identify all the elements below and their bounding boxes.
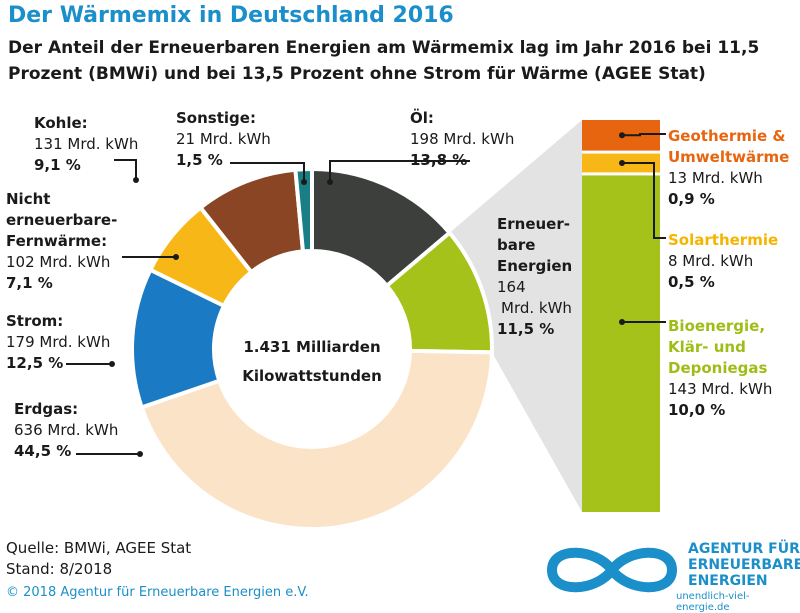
label-ee: Erneuer- bare Energien 164 Mrd. kWh 11,5… bbox=[497, 214, 572, 340]
label-strom: Strom: 179 Mrd. kWh 12,5 % bbox=[6, 311, 110, 374]
leader-kohle bbox=[114, 159, 137, 180]
label-erdgas-pct: 44,5 % bbox=[14, 442, 72, 460]
date-note: Stand: 8/2018 bbox=[6, 560, 113, 578]
leader-strom-dot bbox=[109, 361, 115, 367]
zoom-wedge bbox=[449, 120, 582, 512]
label-oel-pct: 13,8 % bbox=[410, 151, 468, 169]
label-solar-name: Solarthermie bbox=[668, 231, 779, 249]
infinity-logo-icon bbox=[546, 547, 678, 593]
label-bio: Bioenergie, Klär- und Deponiegas 143 Mrd… bbox=[668, 316, 772, 421]
leader-solar-dot bbox=[619, 160, 625, 167]
label-bio-value: 143 Mrd. kWh bbox=[668, 380, 773, 398]
copyright: © 2018 Agentur für Erneuerbare Energien … bbox=[6, 585, 309, 600]
logo-line-1: AGENTUR FÜR bbox=[688, 541, 800, 557]
leader-oel-dot bbox=[327, 179, 333, 185]
leader-sonstige-dot bbox=[301, 179, 307, 185]
center-label-1: 1.431 Milliarden bbox=[243, 338, 380, 356]
label-sonstige-value: 21 Mrd. kWh bbox=[176, 130, 271, 148]
label-fernwaerme-name2: erneuerbare- bbox=[6, 211, 118, 229]
slice-sonstige bbox=[293, 167, 314, 254]
source-note: Quelle: BMWi, AGEE Stat bbox=[6, 539, 192, 557]
leader-geo bbox=[622, 133, 666, 137]
leader-fernwaerme-dot bbox=[173, 254, 179, 260]
chart-title: Der Wärmemix in Deutschland 2016 bbox=[8, 3, 454, 28]
label-sonstige: Sonstige: 21 Mrd. kWh 1,5 % bbox=[176, 108, 271, 171]
label-geo-name2: Umweltwärme bbox=[668, 148, 790, 166]
logo-text: AGENTUR FÜR ERNEUERBARE ENERGIEN bbox=[688, 541, 800, 589]
label-solar-pct: 0,5 % bbox=[668, 273, 715, 291]
leader-bio-dot bbox=[619, 319, 625, 325]
label-geo-value: 13 Mrd. kWh bbox=[668, 169, 763, 187]
label-strom-pct: 12,5 % bbox=[6, 354, 64, 372]
label-erdgas-name: Erdgas: bbox=[14, 400, 79, 418]
logo-url: unendlich-viel-energie.de bbox=[676, 591, 750, 613]
label-oel-value: 198 Mrd. kWh bbox=[410, 130, 515, 148]
label-ee-name1: Erneuer- bbox=[497, 215, 570, 233]
label-kohle-pct: 9,1 % bbox=[34, 156, 81, 174]
chart-subtitle: Der Anteil der Erneuerbaren Energien am … bbox=[8, 38, 760, 84]
label-erdgas-value: 636 Mrd. kWh bbox=[14, 421, 119, 439]
center-label-2: Kilowattstunden bbox=[242, 367, 382, 385]
leader-lines bbox=[66, 132, 666, 457]
label-fernwaerme-value: 102 Mrd. kWh bbox=[6, 253, 111, 271]
label-fernwaerme-name3: Fernwärme: bbox=[6, 232, 108, 250]
leader-sonstige bbox=[230, 162, 305, 182]
label-bio-name1: Bioenergie, bbox=[668, 317, 766, 335]
label-ee-value1: 164 bbox=[497, 278, 526, 296]
label-geo: Geothermie & Umweltwärme 13 Mrd. kWh 0,9… bbox=[668, 126, 789, 210]
label-bio-pct: 10,0 % bbox=[668, 401, 726, 419]
label-ee-pct: 11,5 % bbox=[497, 320, 555, 338]
leader-geo-dot bbox=[619, 132, 625, 139]
label-oel: Öl: 198 Mrd. kWh 13,8 % bbox=[410, 108, 514, 171]
leader-kohle-dot bbox=[133, 177, 139, 183]
label-geo-name1: Geothermie & bbox=[668, 127, 786, 145]
label-erdgas: Erdgas: 636 Mrd. kWh 44,5 % bbox=[14, 399, 118, 462]
label-solar-value: 8 Mrd. kWh bbox=[668, 252, 754, 270]
logo-line-3: ENERGIEN bbox=[688, 573, 768, 589]
label-kohle-value: 131 Mrd. kWh bbox=[34, 135, 139, 153]
label-geo-pct: 0,9 % bbox=[668, 190, 715, 208]
label-oel-name: Öl: bbox=[410, 109, 434, 127]
label-sonstige-name: Sonstige: bbox=[176, 109, 256, 127]
leader-erdgas-dot bbox=[137, 451, 143, 457]
label-ee-name2: bare bbox=[497, 236, 536, 254]
label-strom-value: 179 Mrd. kWh bbox=[6, 333, 111, 351]
label-kohle-name: Kohle: bbox=[34, 114, 88, 132]
label-ee-value2: Mrd. kWh bbox=[501, 299, 572, 317]
leader-oel bbox=[329, 160, 470, 182]
label-fernwaerme: Nicht erneuerbare- Fernwärme: 102 Mrd. k… bbox=[6, 189, 117, 294]
logo-line-2: ERNEUERBARE bbox=[688, 557, 800, 573]
zoom-connector bbox=[449, 120, 582, 512]
stacked-bar bbox=[582, 120, 660, 513]
label-fernwaerme-name1: Nicht bbox=[6, 190, 51, 208]
label-strom-name: Strom: bbox=[6, 312, 64, 330]
label-sonstige-pct: 1,5 % bbox=[176, 151, 223, 169]
leader-solar bbox=[622, 162, 666, 239]
bar-segment-bioenergie-klär-und-deponiegas bbox=[582, 175, 660, 513]
label-bio-name2: Klär- und bbox=[668, 338, 746, 356]
label-solar: Solarthermie 8 Mrd. kWh 0,5 % bbox=[668, 230, 778, 293]
label-kohle: Kohle: 131 Mrd. kWh 9,1 % bbox=[34, 113, 138, 176]
slice-erdgas bbox=[139, 348, 494, 532]
label-fernwaerme-pct: 7,1 % bbox=[6, 274, 53, 292]
label-ee-name3: Energien bbox=[497, 257, 573, 275]
donut-slices bbox=[130, 167, 494, 532]
label-bio-name3: Deponiegas bbox=[668, 359, 768, 377]
